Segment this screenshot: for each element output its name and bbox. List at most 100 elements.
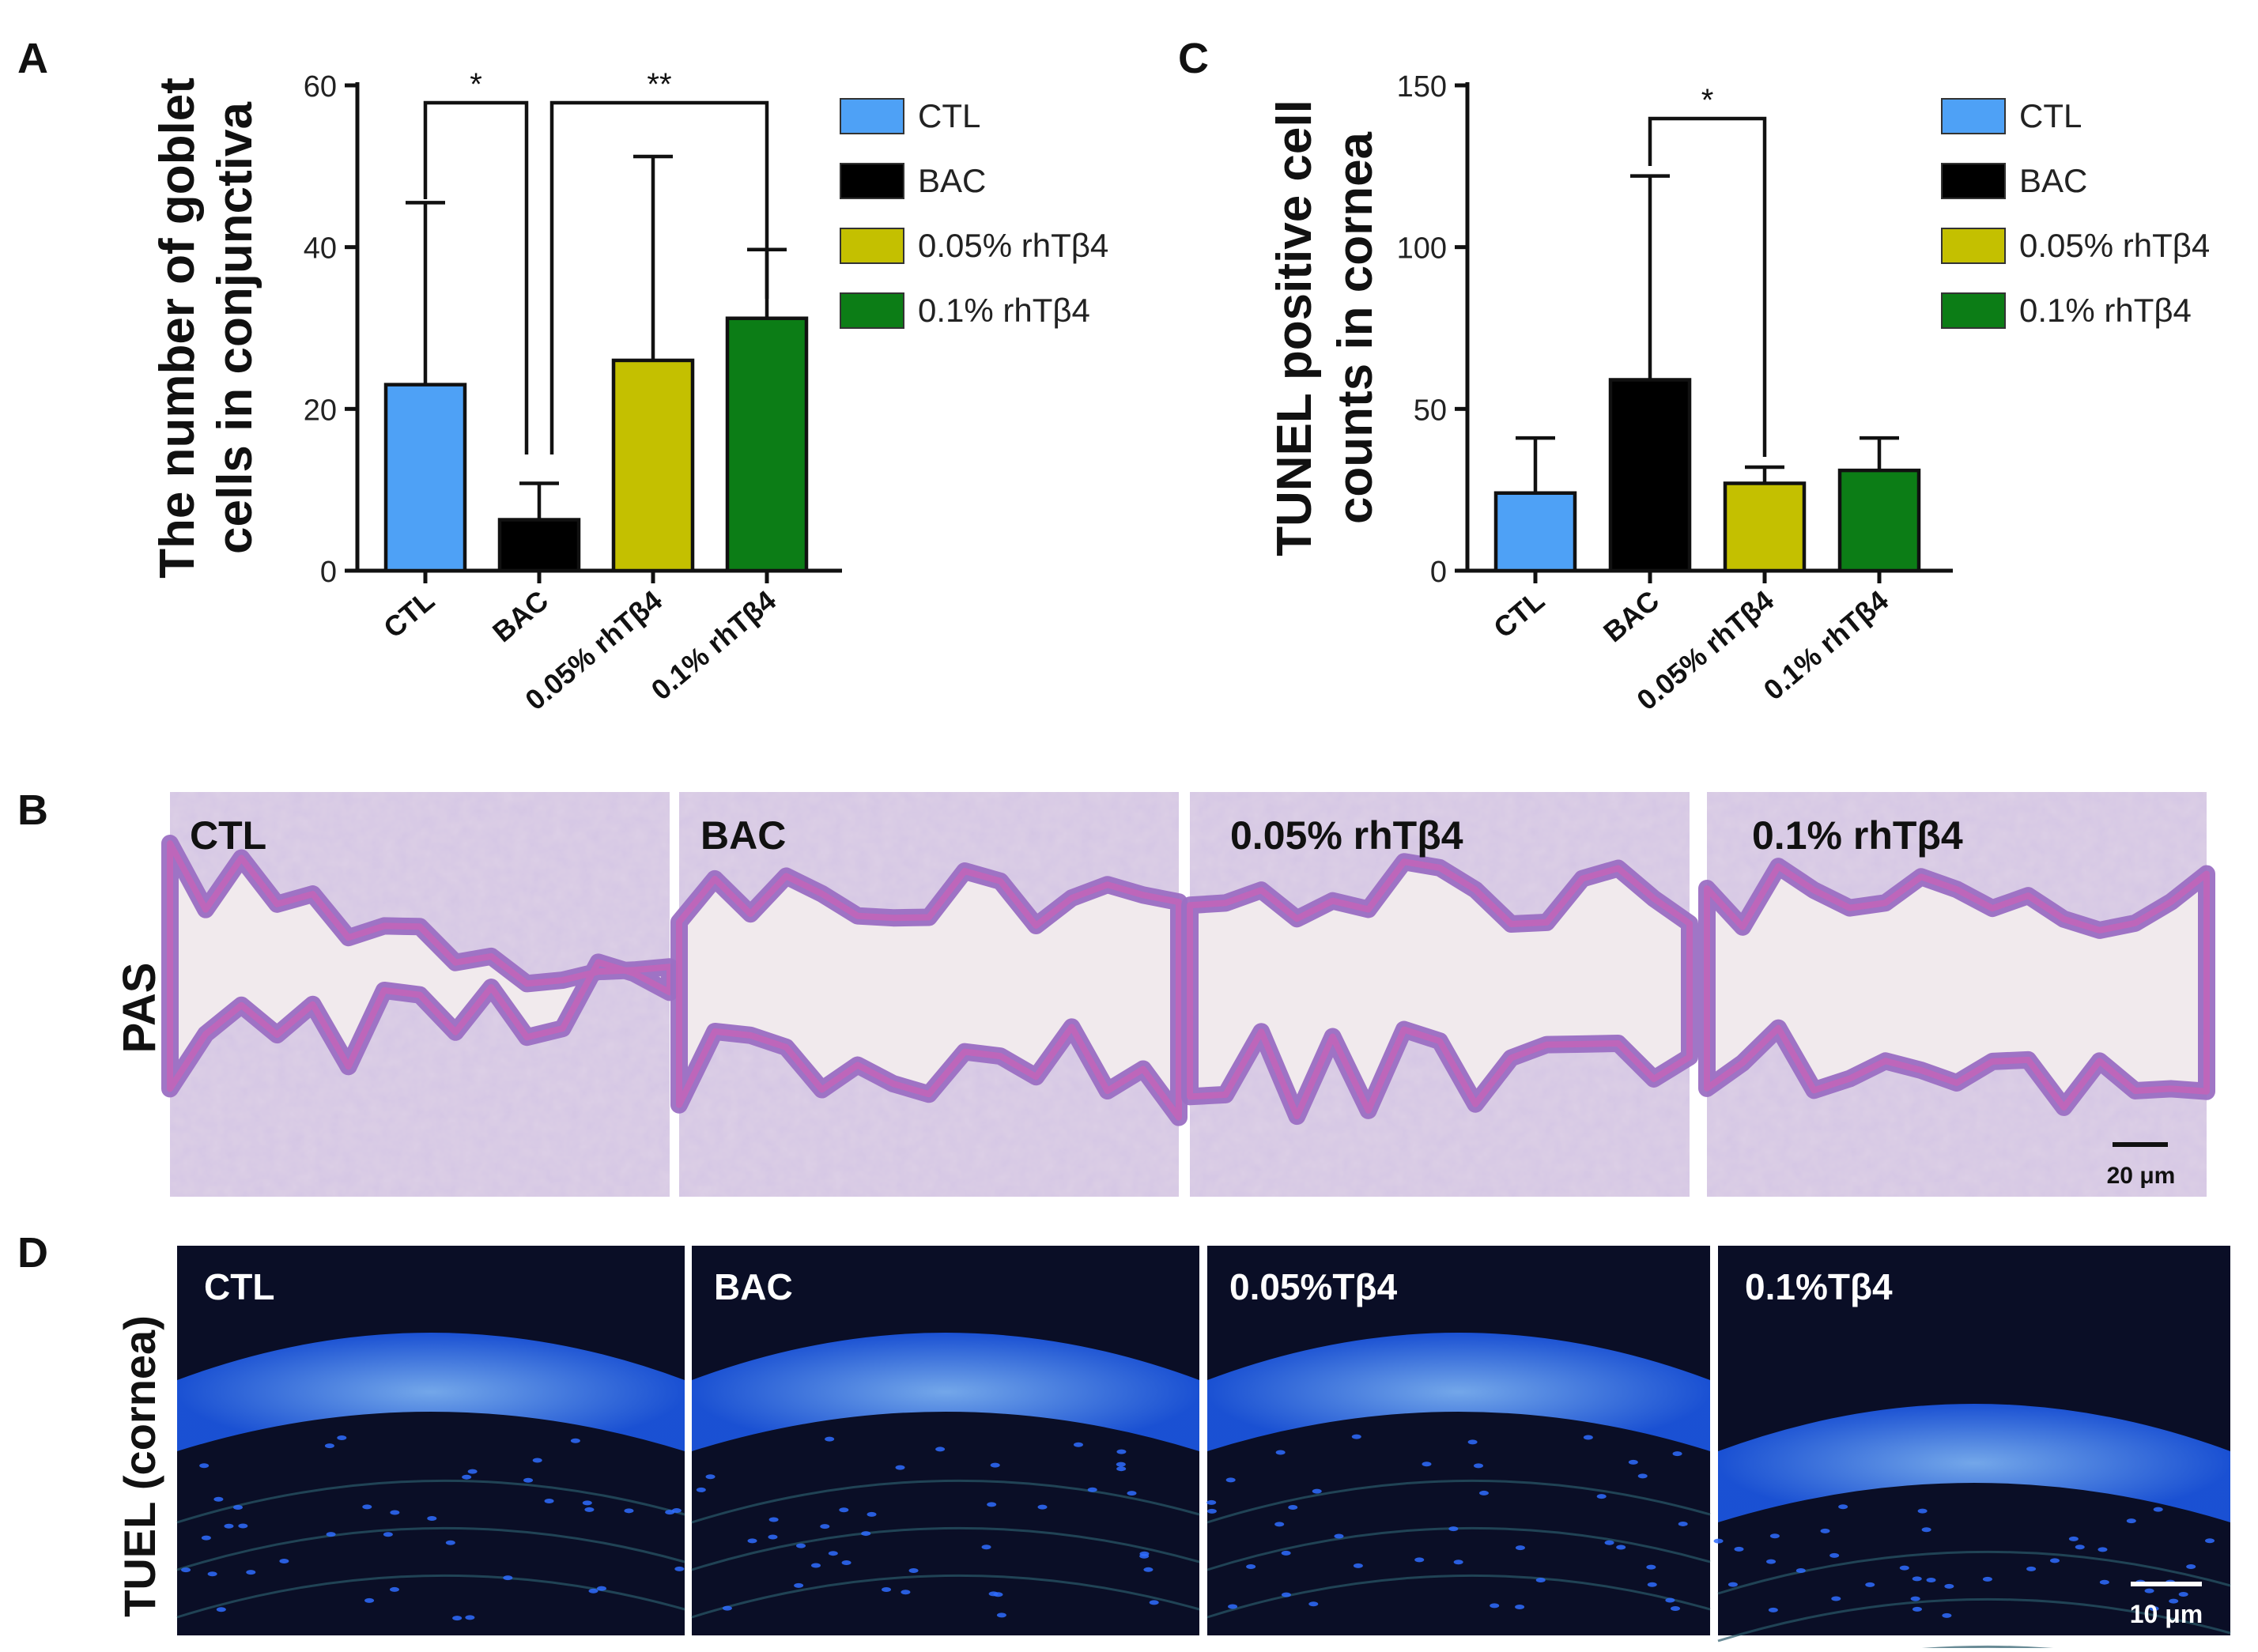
tunel-nucleus [1206,1508,1217,1514]
tunel-nucleus [390,1510,400,1515]
tunel-nucleus [987,1502,997,1507]
tunel-nucleus [1899,1565,1909,1571]
tunel-nucleus [467,1469,478,1474]
tunel-nucleus [213,1496,224,1502]
tunel-nucleus [810,1563,821,1568]
tunel-nucleus [1353,1563,1363,1568]
tunel-nucleus [2026,1566,2037,1571]
significance-label: ** [647,67,671,102]
tunel-nucleus [895,1465,905,1470]
tunel-nucleus [2186,1564,2196,1570]
tunel-nucleus [364,1597,375,1603]
tunel-nucleus [1281,1550,1291,1556]
pas-goblet-layer [1704,863,2210,1111]
tunel-panel-2: 0.05%Tβ4 [1206,1246,1711,1635]
tunel-nucleus [1768,1607,1778,1612]
tunel-nucleus [1275,1450,1286,1455]
y-tick-label: 0 [320,556,337,589]
tunel-nucleus [1351,1434,1361,1439]
tunel-nucleus [825,1436,835,1442]
tunel-nucleus [362,1504,372,1510]
tunel-nucleus [1727,1582,1738,1587]
legend-label-2: 0.05% rhTβ4 [918,227,1108,264]
tunel-nucleus [523,1477,534,1483]
tunel-nucleus [1467,1439,1478,1445]
tunel-nucleus [181,1567,191,1573]
tunel-nucleus [1535,1578,1546,1583]
tunel-nucleus [1769,1533,1780,1539]
tunel-nucleus [1616,1545,1626,1550]
y-tick-label: 20 [304,394,337,427]
tunel-nucleus [1646,1564,1656,1570]
pas-row-label: PAS [114,963,165,1054]
chart-c: TUNEL positive cell counts in cornea 0 50 10… [1267,70,2210,716]
tunel-nucleus [2075,1545,2085,1550]
tunel-nucleus [2099,1579,2109,1585]
tunel-nucleus [1143,1567,1154,1572]
tunel-nucleus [1308,1601,1319,1607]
y-tick-label: 60 [304,70,337,104]
tunel-nucleus [1246,1564,1256,1570]
tunel-nucleus [503,1575,513,1581]
panel-letter-a: A [17,35,48,82]
tunel-nucleus [1116,1449,1127,1454]
tunel-nucleus [1838,1504,1848,1510]
legend-label-0: CTL [2019,97,2082,134]
tunel-nucleus [1678,1521,1688,1526]
pas-scale-bar-label: 20 μm [2107,1163,2176,1189]
tunel-nucleus [1672,1451,1682,1457]
tunel-nucleus [696,1487,706,1492]
tunel-label-3: 0.1%Tβ4 [1745,1266,1893,1307]
tunel-nucleus [624,1508,634,1514]
legend-swatch-0 [840,98,904,134]
legend-swatch-3 [840,292,904,329]
tunel-stroma-line [176,1479,685,1524]
tunel-nucleus [796,1543,806,1548]
tunel-nucleus [570,1438,580,1443]
tunel-stroma-line [1206,1479,1711,1524]
tunel-nucleus [1422,1462,1432,1467]
tunel-nucleus [246,1570,256,1575]
pas-label-3: 0.1% rhTβ4 [1752,813,1963,858]
tunel-nucleus [1865,1582,1875,1587]
bar-1 [497,518,581,573]
pas-panel-2: 0.05% rhTβ4 [1181,792,1698,1197]
pas-label-1: BAC [700,813,786,858]
legend-swatch-3 [1941,292,2006,329]
tunel-nucleus [901,1590,911,1595]
significance-bracket [549,100,769,454]
tunel-nucleus [445,1540,455,1545]
tunel-stroma-line [691,1479,1200,1524]
tunel-panel-0: CTL [176,1246,685,1635]
tunel-epithelium [1207,1333,1710,1451]
tunel-stroma-line [1717,1597,2231,1643]
tunel-stroma-line [691,1526,1200,1571]
tunel-nucleus [452,1616,463,1621]
tunel-nucleus [996,1612,1006,1618]
tunel-nucleus [588,1588,598,1594]
tunel-nucleus [841,1560,851,1566]
tunel-nucleus [279,1559,289,1564]
tunel-nucleus [2144,1588,2154,1594]
pas-goblet-layer [676,868,1182,1121]
bar-0 [383,383,467,573]
tunel-nucleus [1414,1557,1425,1563]
tunel-nucleus [1116,1466,1127,1472]
legend-label-0: CTL [918,97,980,134]
tunel-nucleus [768,1517,779,1522]
tunel-nucleus [1453,1560,1463,1565]
tunel-nucleus [1713,1538,1724,1544]
tunel-nucleus [705,1474,716,1480]
tunel-nucleus [1831,1596,1841,1601]
y-tick-label: 100 [1397,232,1447,266]
tunel-label-1: BAC [714,1266,793,1307]
significance-label: * [470,67,482,102]
tunel-row-label: TUEL (cornea) [115,1315,164,1617]
x-tick-label: BAC [486,584,554,649]
tunel-nucleus [383,1532,393,1537]
tunel-nucleus [326,1532,336,1537]
tunel-nucleus [671,1508,682,1514]
pas-panel-1: BAC [670,792,1188,1197]
tunel-panel-1: BAC [691,1246,1200,1635]
tunel-nucleus [1942,1612,1952,1618]
